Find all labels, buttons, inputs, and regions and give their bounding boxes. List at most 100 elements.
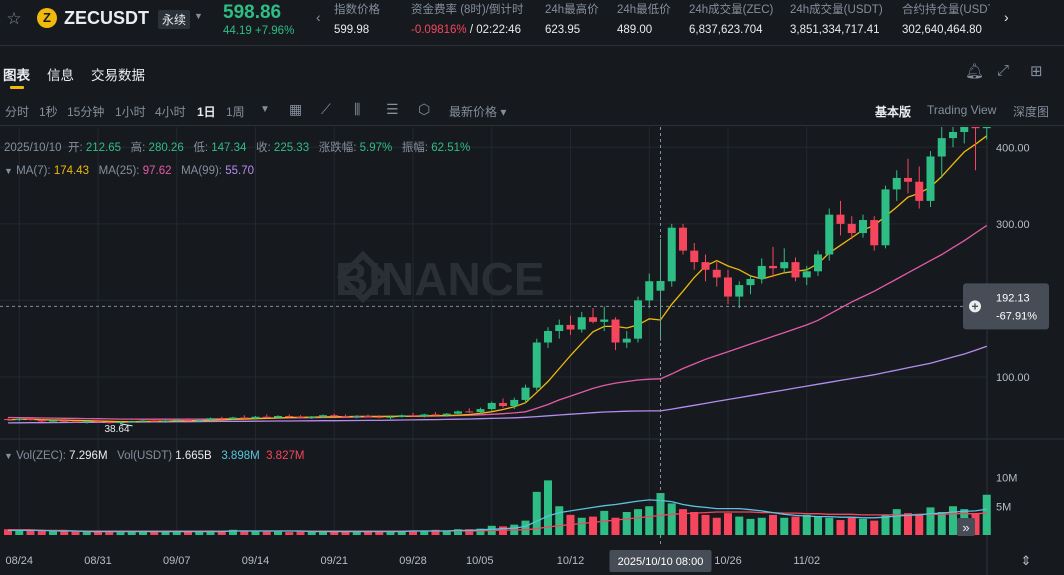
candle-body (94, 421, 102, 423)
candle-body (544, 331, 552, 343)
candle-body (791, 262, 800, 278)
candle-body (746, 278, 755, 286)
volume-bar (926, 507, 935, 535)
candle-body (510, 399, 519, 407)
zec-coin-icon: Z (37, 8, 57, 28)
bell-icon[interactable]: 🔔︎ (965, 63, 985, 80)
candle-body (949, 131, 957, 139)
timeframe-line[interactable]: 分时 (5, 105, 30, 119)
stat-funding-rate: 资金费率 (8时)/倒计时 -0.09816% / 02:22:46 (411, 4, 524, 36)
candle-body (431, 414, 440, 416)
volume-bar (420, 530, 429, 535)
stat-24h-volume-zec: 24h成交量(ZEC) 6,837,623.704 (689, 4, 774, 36)
volume-bar (94, 531, 102, 535)
indicator-chart-icon[interactable]: ⟋ (321, 101, 331, 117)
timeframe-1d[interactable]: 1日 (197, 105, 216, 119)
time-tick-label: 08/24 (5, 555, 33, 567)
volume-tick-label: 5M (996, 501, 1011, 513)
candle-body (150, 420, 159, 422)
volume-bar (150, 531, 159, 535)
candle-body (195, 419, 204, 421)
chart-svg[interactable]: BINANCE 100.00200.00300.00400.005M10M08/… (0, 80, 1064, 575)
volume-bar (690, 512, 699, 535)
volume-bar (780, 517, 789, 535)
candle-body (555, 324, 564, 332)
candle-body (802, 271, 811, 278)
candle-body (904, 177, 912, 182)
candle-body (679, 227, 687, 251)
scroll-left-icon[interactable]: ‹ (316, 9, 321, 25)
favorite-star-icon[interactable]: ☆ (6, 9, 22, 28)
candle-body (341, 415, 350, 417)
time-tick-label: 10/26 (714, 555, 742, 567)
volume-bar (330, 531, 339, 535)
candle-body (465, 411, 474, 413)
volume-bar (949, 506, 957, 535)
binance-logo-icon (336, 250, 390, 304)
candle-body (262, 416, 271, 418)
price-type-select[interactable]: 最新价格 ▾ (449, 105, 507, 119)
layout-grid-icon[interactable]: ⊞ (1030, 63, 1043, 80)
axis-resize-icon: ⇕ (1021, 553, 1032, 568)
volume-bar (217, 530, 226, 535)
candle-body (634, 300, 642, 339)
stat-open-interest: 合约持仓量(USDT) 302,640,464.80 (902, 4, 990, 36)
timeframe-15m[interactable]: 15分钟 (67, 105, 105, 119)
view-basic[interactable]: 基本版 (875, 105, 912, 119)
calendar-icon[interactable]: ▦ (289, 101, 303, 117)
symbol-dropdown-icon[interactable]: ▼ (194, 11, 203, 21)
volume-bar (442, 530, 451, 535)
candle-body (285, 415, 294, 417)
ma-legend: ▼ MA(7): 174.43 MA(25): 97.62 MA(99): 55… (4, 165, 254, 177)
tab-info[interactable]: 信息 (47, 68, 74, 83)
timeframe-1h[interactable]: 1小时 (115, 105, 146, 119)
volume-bar (611, 517, 620, 535)
candle-body (397, 415, 406, 417)
volume-bar (71, 531, 80, 535)
crosshair-pct-label: -67.91% (996, 310, 1037, 322)
candle-body (960, 124, 969, 132)
volume-bar (836, 520, 845, 535)
time-tick-label: 09/21 (320, 555, 348, 567)
candle-body (442, 413, 451, 416)
contract-type-badge[interactable]: 永续 (158, 10, 191, 29)
candle-body (49, 420, 57, 422)
candle-body (521, 387, 530, 400)
candle-body (161, 420, 170, 422)
price-chart-area[interactable]: BINANCE 100.00200.00300.00400.005M10M08/… (0, 80, 1064, 575)
volume-bar (60, 530, 69, 535)
volume-bar (622, 512, 631, 535)
candle-body (105, 422, 114, 424)
drawing-tools-icon[interactable]: ⬡ (418, 101, 431, 117)
candle-body (611, 319, 620, 343)
candle-type-icon[interactable]: ⫼ (354, 101, 361, 117)
candle-body (915, 181, 924, 201)
timeframe-1s[interactable]: 1秒 (39, 105, 58, 119)
symbol-name[interactable]: ZECUSDT (64, 8, 149, 28)
view-depth[interactable]: 深度图 (1013, 105, 1050, 119)
tab-chart[interactable]: 图表 (3, 68, 30, 83)
settings-list-icon[interactable]: ☰ (386, 101, 399, 117)
more-timeframes-icon[interactable]: ▼ (260, 104, 270, 115)
tab-trading-data[interactable]: 交易数据 (91, 68, 145, 83)
view-tradingview[interactable]: Trading View (927, 103, 997, 117)
ma25-line (7, 224, 988, 420)
volume-bar (476, 528, 485, 535)
timeframe-1w[interactable]: 1周 (226, 105, 245, 119)
volume-bar (319, 530, 327, 535)
scroll-right-icon[interactable]: › (1004, 9, 1009, 25)
candle-body (971, 124, 980, 129)
timeframe-4h[interactable]: 4小时 (155, 105, 186, 119)
volume-bar (431, 529, 440, 535)
price-tick-label: 300.00 (996, 219, 1030, 231)
volume-bar (116, 532, 125, 535)
volume-bar (296, 531, 305, 535)
fullscreen-icon[interactable]: ⤢ (997, 62, 1010, 79)
volume-bar (37, 530, 46, 535)
volume-bar (206, 530, 215, 535)
volume-bar (746, 518, 755, 535)
scroll-latest-icon: » (962, 520, 969, 535)
last-price: 598.86 (223, 2, 282, 23)
time-tick-label: 10/05 (466, 555, 494, 567)
volume-legend: ▼ Vol(ZEC): 7.296M Vol(USDT) 1.665B 3.89… (4, 450, 305, 462)
